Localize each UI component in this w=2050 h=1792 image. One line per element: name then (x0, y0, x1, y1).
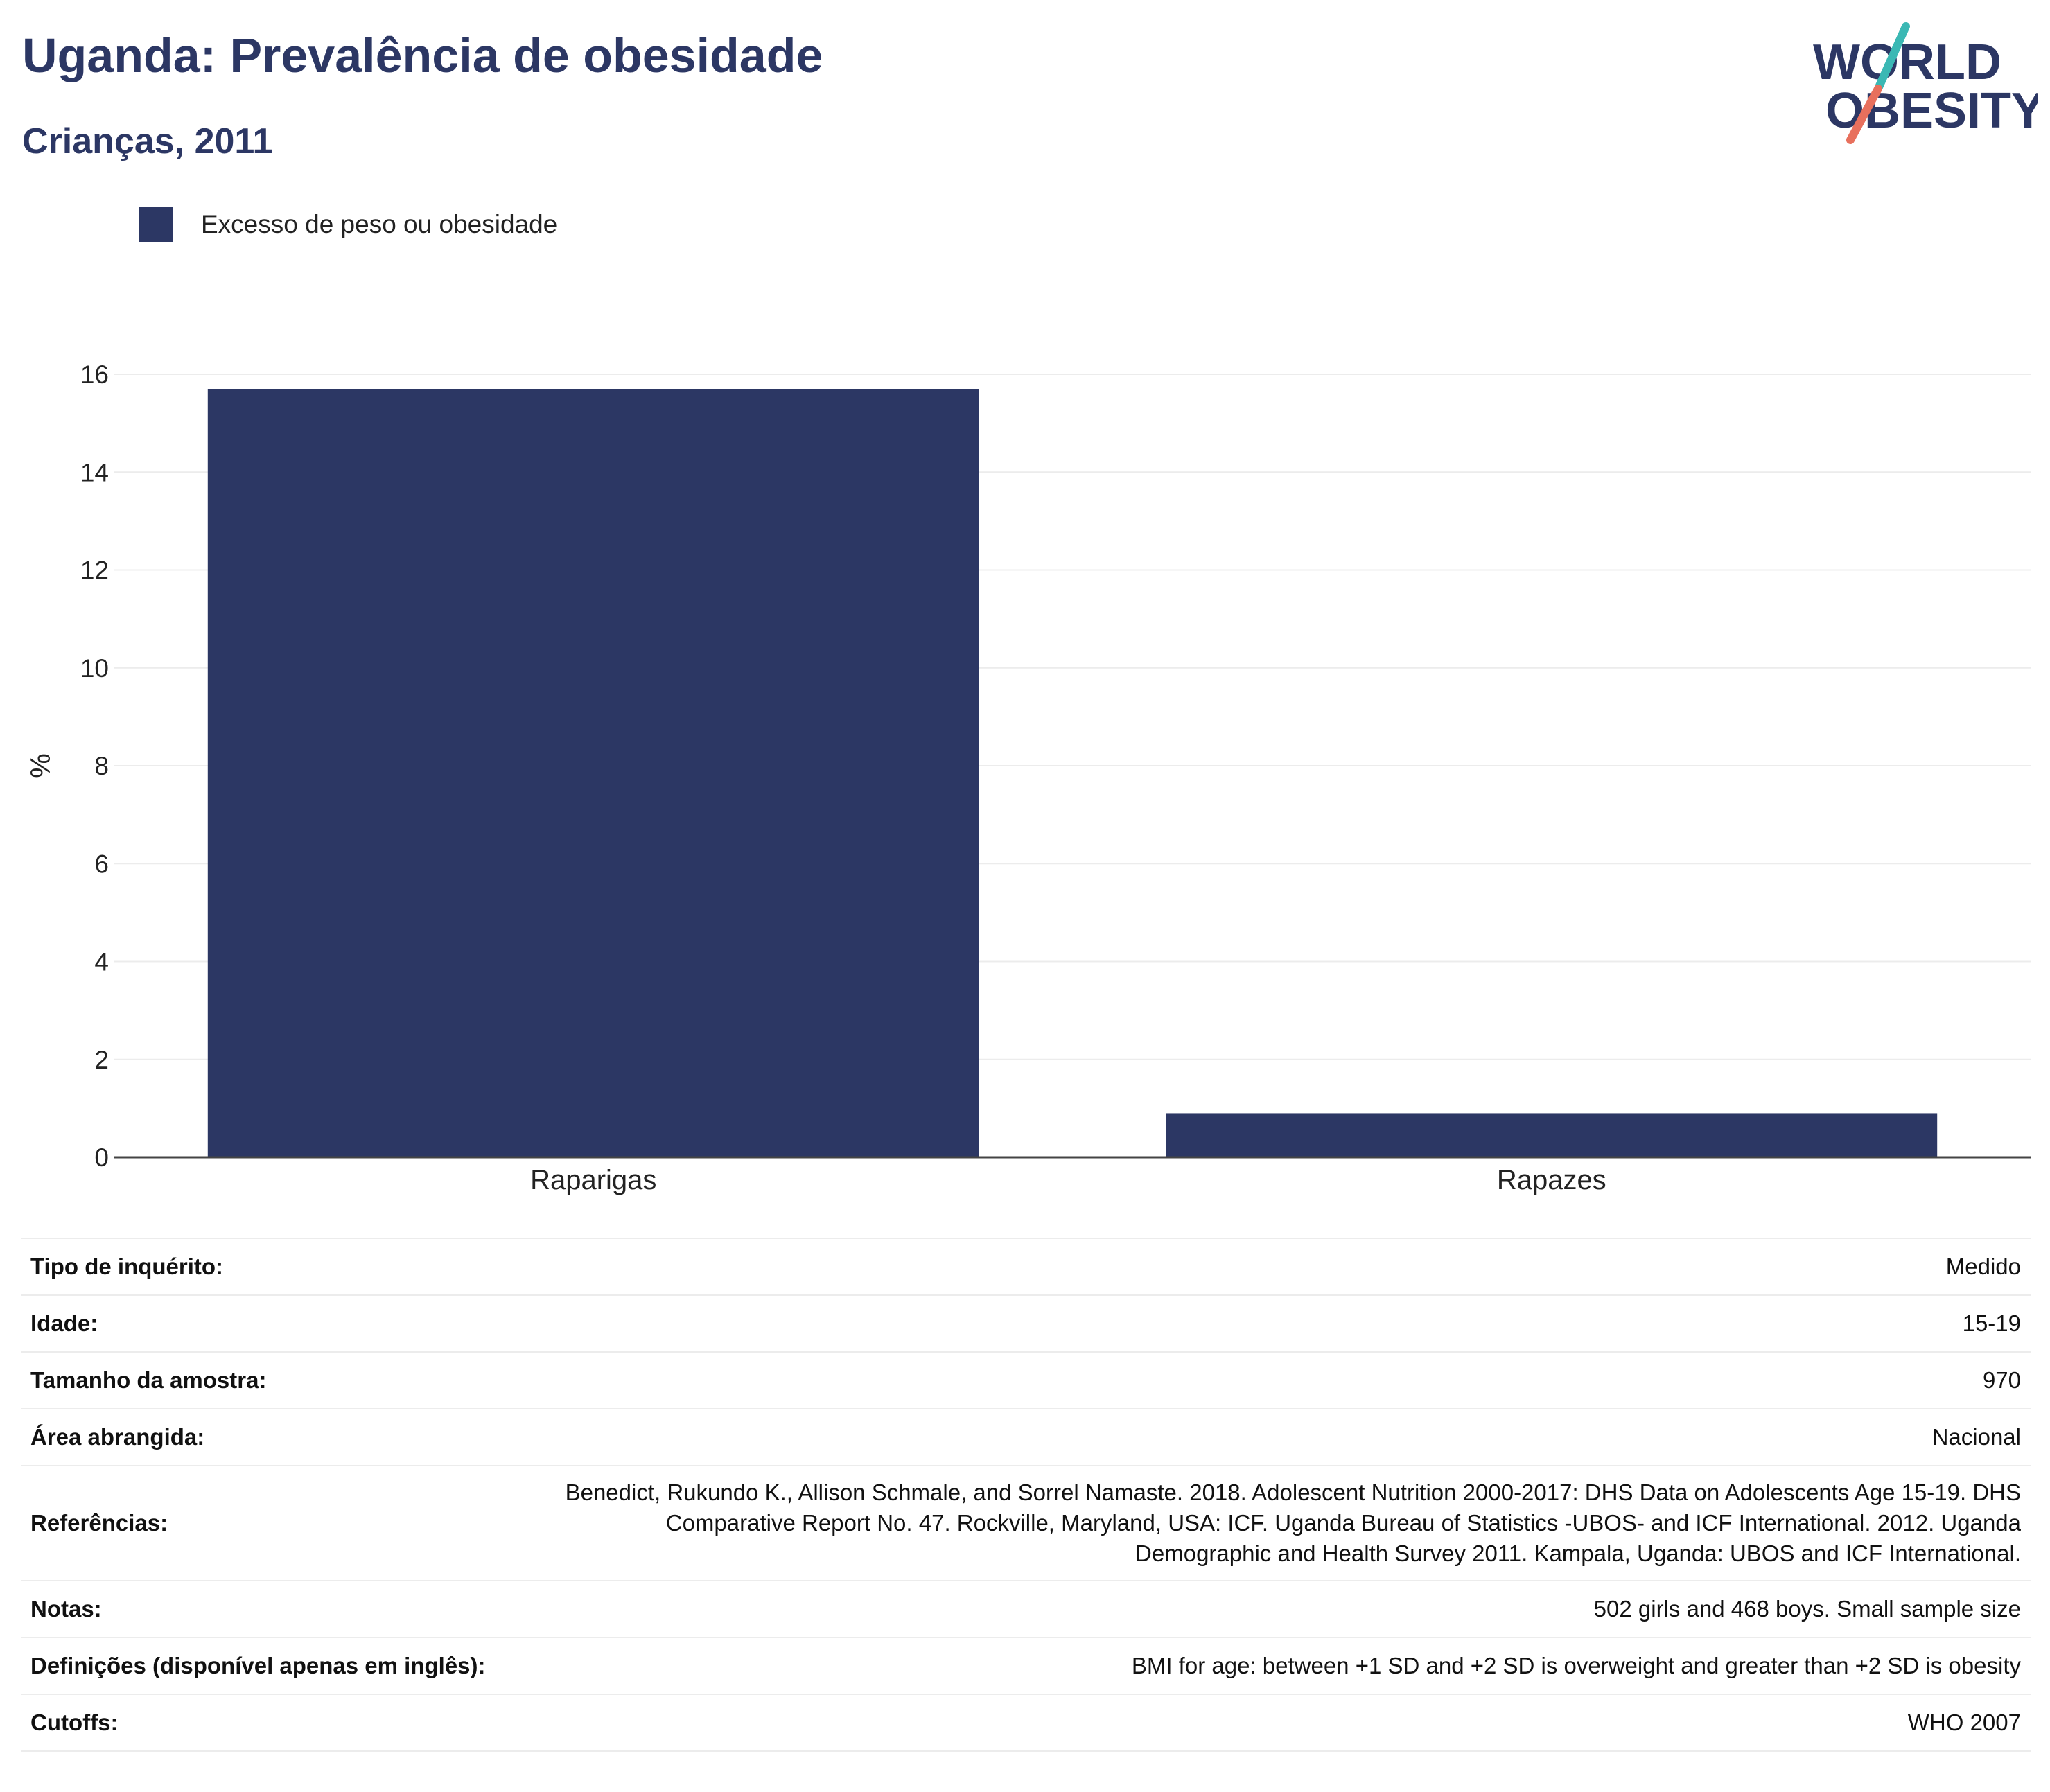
bar-chart: 0 2 4 6 8 10 12 14 16% Raparigas Rapazes (26, 360, 2031, 1195)
info-row: Referências: Benedict, Rukundo K., Alliso… (21, 1465, 2031, 1581)
x-tick-label: Raparigas (530, 1165, 656, 1195)
logo-word-1: WORLD (1813, 35, 2001, 90)
x-tick-label: Rapazes (1497, 1165, 1606, 1195)
info-key: Tipo de inquérito: (21, 1238, 500, 1295)
info-value-text: WHO 2007 (1907, 1710, 2021, 1735)
chart-subtitle: Crianças, 2011 (22, 121, 273, 161)
info-row: Definições (disponível apenas em inglês)… (21, 1637, 2031, 1694)
info-value-text: Medido (1945, 1254, 2021, 1279)
info-value: 502 girls and 468 boys. Small sample siz… (500, 1580, 2031, 1637)
y-tick-label: 4 (94, 948, 109, 976)
info-value: Benedict, Rukundo K., Allison Schmale, a… (500, 1465, 2031, 1581)
info-key: Definições (disponível apenas em inglês)… (21, 1637, 500, 1694)
y-tick-label: 10 (80, 654, 109, 683)
info-row: Tamanho da amostra: 970 (21, 1351, 2031, 1409)
y-tick-label: 14 (80, 458, 109, 486)
y-tick-label: 8 (94, 752, 109, 780)
info-row: Cutoffs: WHO 2007 (21, 1694, 2031, 1752)
info-row: Idade: 15-19 (21, 1294, 2031, 1352)
info-value: BMI for age: between +1 SD and +2 SD is … (500, 1637, 2031, 1694)
info-value: 15-19 (500, 1294, 2031, 1352)
info-value: WHO 2007 (500, 1694, 2031, 1752)
info-value: Nacional (500, 1408, 2031, 1466)
info-key: Cutoffs: (21, 1694, 500, 1752)
info-key: Idade: (21, 1294, 500, 1352)
y-tick-label: 6 (94, 850, 109, 878)
bar[interactable] (1166, 1113, 1938, 1157)
legend[interactable]: Excesso de peso ou obesidade (139, 205, 557, 244)
info-key: Área abrangida: (21, 1408, 500, 1466)
info-row: Notas: 502 girls and 468 boys. Small samp… (21, 1580, 2031, 1637)
bar[interactable] (207, 389, 979, 1157)
legend-label: Excesso de peso ou obesidade (201, 210, 558, 238)
survey-info-table: Tipo de inquérito: Medido Idade: 15-19 Taman… (21, 1238, 2031, 1752)
y-tick-label: 0 (94, 1143, 109, 1172)
logo-slash-coral (1846, 85, 1882, 144)
info-key: Referências: (21, 1465, 500, 1581)
y-tick-label: 16 (80, 360, 109, 389)
info-value-text: Nacional (1931, 1424, 2021, 1450)
info-key: Tamanho da amostra: (21, 1351, 500, 1409)
info-value-text: 970 (1982, 1367, 2021, 1393)
info-value: Medido (500, 1238, 2031, 1295)
info-value: 970 (500, 1351, 2031, 1409)
info-key: Notas: (21, 1580, 500, 1637)
info-value-text: 502 girls and 468 boys. Small sample siz… (1593, 1596, 2021, 1622)
legend-swatch (139, 207, 173, 242)
y-tick-label: 2 (94, 1046, 109, 1074)
info-row: Tipo de inquérito: Medido (21, 1238, 2031, 1295)
info-value-text: 15-19 (1962, 1310, 2021, 1336)
info-row: Área abrangida: Nacional (21, 1408, 2031, 1466)
world-obesity-logo: WORLD OBESITY (1813, 22, 2038, 144)
chart-title: Uganda: Prevalência de obesidade (22, 28, 823, 82)
info-value-text: Benedict, Rukundo K., Allison Schmale, a… (565, 1479, 2021, 1566)
y-axis-label: % (26, 753, 56, 778)
y-tick-label: 12 (80, 556, 109, 585)
logo-slash-teal (1874, 22, 1910, 93)
info-value-text: BMI for age: between +1 SD and +2 SD is … (1131, 1653, 2021, 1678)
